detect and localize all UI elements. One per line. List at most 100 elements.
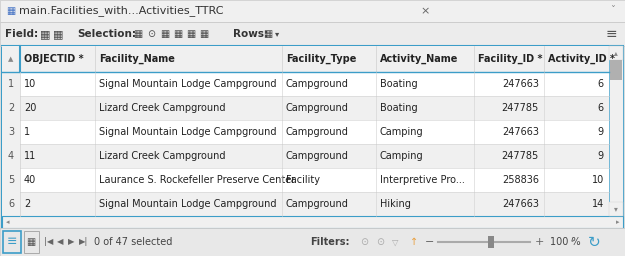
Text: 14: 14 [592, 199, 604, 209]
Text: ×: × [420, 6, 429, 16]
Text: Facility: Facility [286, 175, 320, 185]
Bar [2, 46, 20, 72]
Text: 6: 6 [598, 79, 604, 89]
Text: Field:: Field: [5, 29, 38, 39]
Text: Hiking: Hiking [380, 199, 411, 209]
Text: 11: 11 [24, 151, 36, 161]
Bar [609, 46, 623, 60]
Bar [610, 60, 622, 80]
Text: ▦: ▦ [173, 29, 182, 39]
Text: Campground: Campground [286, 199, 349, 209]
Bar [2, 46, 609, 72]
Text: ↑: ↑ [410, 237, 418, 247]
Text: Camping: Camping [380, 151, 424, 161]
Text: ↻: ↻ [588, 234, 601, 250]
Text: |◀: |◀ [44, 238, 53, 247]
Text: 0 of 47 selected: 0 of 47 selected [94, 237, 172, 247]
Text: Campground: Campground [286, 103, 349, 113]
Text: ˇ: ˇ [610, 6, 615, 16]
Text: ≡: ≡ [606, 27, 617, 41]
Text: Activity_ID *: Activity_ID * [548, 54, 615, 64]
Text: ⊙: ⊙ [147, 29, 155, 39]
Bar [0, 22, 625, 46]
Text: Campground: Campground [286, 151, 349, 161]
Text: 3: 3 [8, 127, 14, 137]
Text: main.Facilities_with...Activities_TTRC: main.Facilities_with...Activities_TTRC [19, 6, 224, 16]
Text: Boating: Boating [380, 79, 418, 89]
Text: ▾: ▾ [614, 205, 618, 214]
Text: 4: 4 [8, 151, 14, 161]
Bar [2, 72, 609, 96]
Bar [2, 144, 609, 168]
Bar [2, 96, 20, 120]
Text: Boating: Boating [380, 103, 418, 113]
Text: ▴: ▴ [614, 48, 618, 58]
Bar [2, 96, 609, 120]
Text: +: + [535, 237, 544, 247]
Text: 247785: 247785 [501, 103, 539, 113]
Text: ▦: ▦ [263, 29, 272, 39]
Text: 258836: 258836 [502, 175, 539, 185]
Text: ▦: ▦ [53, 29, 64, 39]
Text: 9: 9 [598, 127, 604, 137]
Text: 247663: 247663 [502, 199, 539, 209]
Text: 5: 5 [8, 175, 14, 185]
Text: ▦: ▦ [40, 29, 51, 39]
Text: ▽: ▽ [392, 238, 399, 247]
Bar [2, 72, 20, 96]
Text: ▦: ▦ [160, 29, 169, 39]
Text: ▦: ▦ [199, 29, 208, 39]
Text: Filters:: Filters: [310, 237, 349, 247]
Text: 40: 40 [24, 175, 36, 185]
Text: 247663: 247663 [502, 79, 539, 89]
Text: 20: 20 [24, 103, 36, 113]
Bar [24, 231, 39, 253]
Bar [609, 202, 623, 216]
Text: ▦: ▦ [133, 29, 142, 39]
Text: Signal Mountain Lodge Campground: Signal Mountain Lodge Campground [99, 127, 276, 137]
Text: Signal Mountain Lodge Campground: Signal Mountain Lodge Campground [99, 199, 276, 209]
Text: ◀: ◀ [57, 238, 64, 247]
Text: Signal Mountain Lodge Campground: Signal Mountain Lodge Campground [99, 79, 276, 89]
Bar [2, 192, 20, 216]
Text: 247785: 247785 [501, 151, 539, 161]
Bar [2, 168, 609, 192]
Text: 247663: 247663 [502, 127, 539, 137]
Text: ▶: ▶ [68, 238, 74, 247]
Text: Facility_Name: Facility_Name [99, 54, 175, 64]
Text: 2: 2 [24, 199, 30, 209]
Text: Lizard Creek Campground: Lizard Creek Campground [99, 103, 226, 113]
Bar [2, 46, 623, 228]
Text: −: − [425, 237, 434, 247]
Bar [2, 120, 609, 144]
Text: Rows:: Rows: [233, 29, 268, 39]
Text: ◂: ◂ [6, 219, 9, 225]
Text: 6: 6 [8, 199, 14, 209]
Bar [3, 231, 21, 253]
Text: ⊙: ⊙ [360, 237, 368, 247]
Text: ▸: ▸ [616, 219, 619, 225]
Text: Activity_Name: Activity_Name [380, 54, 458, 64]
Bar [0, 228, 625, 256]
Text: Facility_ID *: Facility_ID * [478, 54, 542, 64]
Text: 1: 1 [8, 79, 14, 89]
Text: ▲: ▲ [8, 56, 14, 62]
Bar [0, 0, 625, 22]
Bar [488, 236, 494, 248]
Text: OBJECTID *: OBJECTID * [24, 54, 84, 64]
Text: Laurance S. Rockefeller Preserve Center: Laurance S. Rockefeller Preserve Center [99, 175, 295, 185]
Text: ⊙: ⊙ [376, 237, 384, 247]
Bar [2, 216, 623, 228]
Bar [609, 46, 623, 216]
Text: Selection:: Selection: [77, 29, 136, 39]
Text: Campground: Campground [286, 79, 349, 89]
Text: 100 %: 100 % [550, 237, 581, 247]
Text: Interpretive Pro...: Interpretive Pro... [380, 175, 465, 185]
Text: ≡: ≡ [7, 236, 18, 249]
Text: 9: 9 [598, 151, 604, 161]
Text: 6: 6 [598, 103, 604, 113]
Text: ▦: ▦ [186, 29, 195, 39]
Text: Camping: Camping [380, 127, 424, 137]
Text: 10: 10 [24, 79, 36, 89]
Bar [2, 192, 609, 216]
